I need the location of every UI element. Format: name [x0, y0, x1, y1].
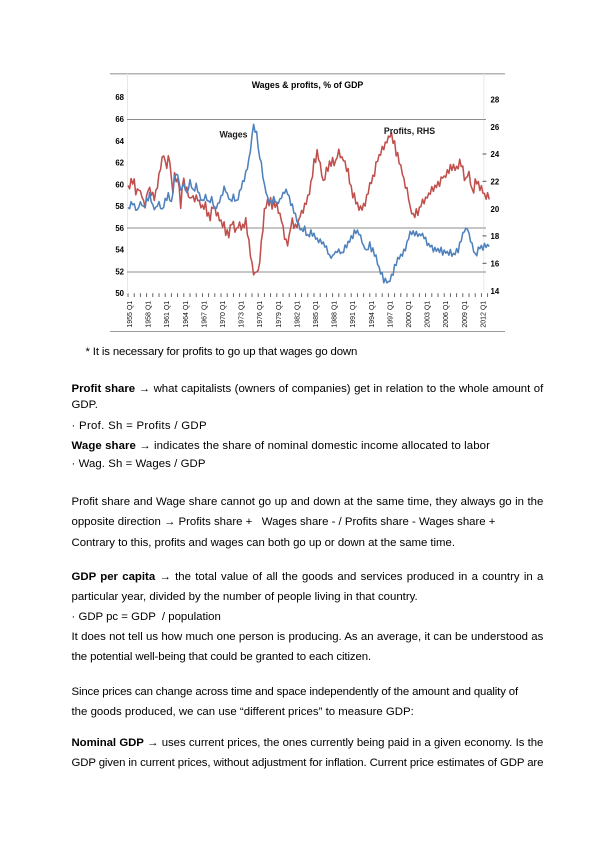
svg-text:1964 Q1: 1964 Q1	[183, 301, 190, 328]
svg-text:1970 Q1: 1970 Q1	[220, 301, 227, 328]
svg-text:Wages: Wages	[219, 130, 247, 140]
svg-text:1982 Q1: 1982 Q1	[294, 301, 301, 328]
svg-text:2006 Q1: 2006 Q1	[443, 301, 450, 328]
svg-text:2000 Q1: 2000 Q1	[406, 301, 413, 328]
svg-text:2012 Q1: 2012 Q1	[480, 301, 487, 328]
svg-text:54: 54	[115, 246, 124, 255]
svg-text:1988 Q1: 1988 Q1	[332, 301, 339, 328]
svg-text:1967 Q1: 1967 Q1	[201, 301, 208, 328]
svg-text:66: 66	[115, 115, 124, 124]
svg-text:20: 20	[491, 205, 500, 214]
svg-text:68: 68	[115, 93, 124, 102]
svg-text:26: 26	[491, 123, 500, 132]
svg-text:50: 50	[115, 289, 124, 298]
svg-text:18: 18	[491, 232, 500, 241]
svg-text:60: 60	[115, 180, 124, 189]
svg-text:2009 Q1: 2009 Q1	[462, 301, 469, 328]
svg-text:28: 28	[491, 96, 500, 105]
svg-text:58: 58	[115, 202, 124, 211]
svg-text:Wages & profits, % of GDP: Wages & profits, % of GDP	[252, 80, 364, 90]
svg-text:1991 Q1: 1991 Q1	[350, 301, 357, 328]
svg-text:1955 Q1: 1955 Q1	[127, 301, 134, 328]
svg-text:2003 Q1: 2003 Q1	[425, 301, 432, 328]
svg-text:16: 16	[491, 260, 500, 269]
svg-text:1976 Q1: 1976 Q1	[257, 301, 264, 328]
svg-text:1979 Q1: 1979 Q1	[276, 301, 283, 328]
svg-text:1997 Q1: 1997 Q1	[387, 301, 394, 328]
svg-text:Profits, RHS: Profits, RHS	[384, 126, 435, 136]
svg-text:56: 56	[115, 224, 124, 233]
svg-text:1958 Q1: 1958 Q1	[146, 301, 153, 328]
svg-text:22: 22	[491, 178, 500, 187]
svg-text:1994 Q1: 1994 Q1	[369, 301, 376, 328]
svg-text:1985 Q1: 1985 Q1	[313, 301, 320, 328]
svg-text:1973 Q1: 1973 Q1	[239, 301, 246, 328]
svg-text:52: 52	[115, 267, 124, 276]
svg-text:14: 14	[491, 287, 500, 296]
svg-text:24: 24	[491, 150, 500, 159]
svg-text:1961 Q1: 1961 Q1	[164, 301, 171, 328]
svg-text:64: 64	[115, 137, 124, 146]
svg-text:62: 62	[115, 159, 124, 168]
